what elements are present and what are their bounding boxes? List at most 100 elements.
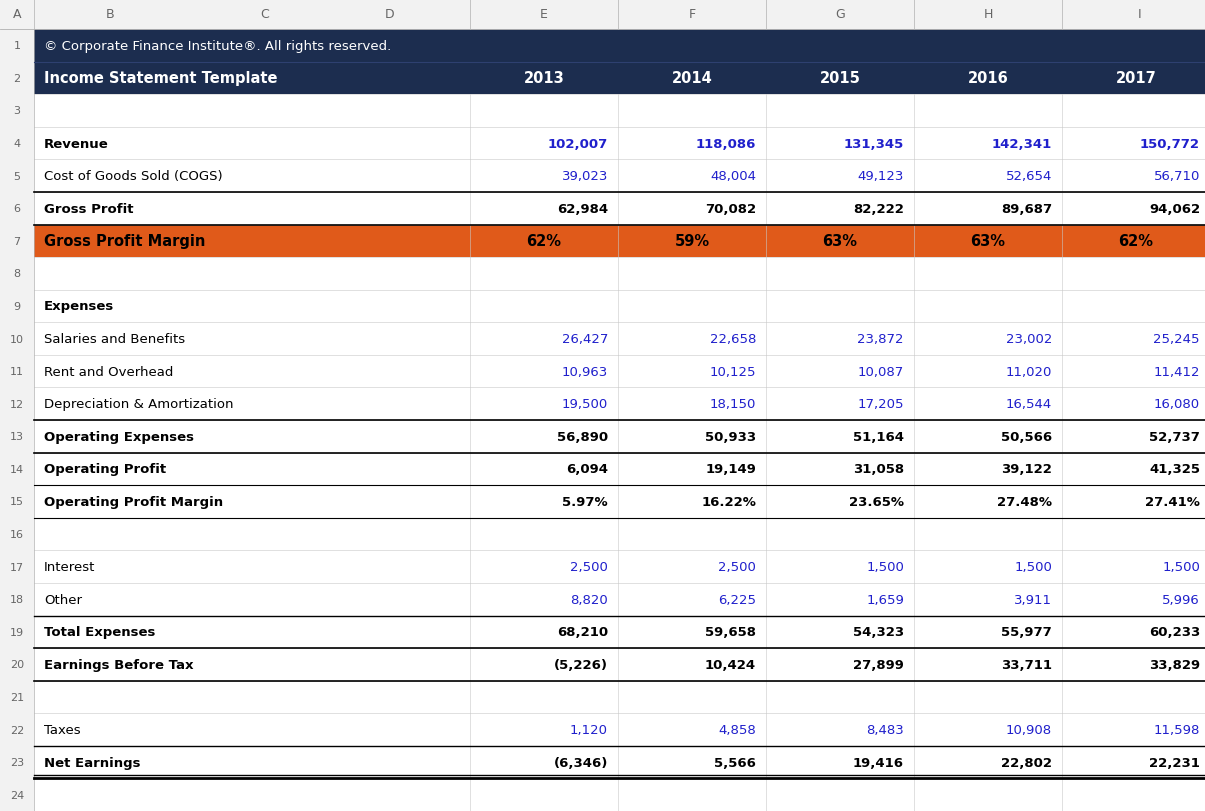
Bar — [34, 453, 1205, 486]
Text: 10,963: 10,963 — [562, 365, 609, 378]
Text: 23,002: 23,002 — [1006, 333, 1052, 345]
Text: 16.22%: 16.22% — [701, 496, 756, 508]
Text: 2: 2 — [13, 74, 20, 84]
Bar — [34, 420, 1205, 453]
Text: 10: 10 — [10, 334, 24, 344]
Text: 63%: 63% — [823, 234, 858, 249]
Text: 2016: 2016 — [968, 71, 1009, 86]
Bar — [0, 453, 34, 486]
Text: 150,772: 150,772 — [1140, 137, 1200, 150]
Bar — [0, 518, 34, 551]
Text: 9: 9 — [13, 302, 20, 311]
Bar — [34, 225, 1205, 258]
Bar — [34, 616, 1205, 648]
Bar — [34, 258, 1205, 290]
Text: Gross Profit Margin: Gross Profit Margin — [45, 234, 205, 249]
Text: 1,500: 1,500 — [866, 560, 904, 573]
Bar — [34, 127, 1205, 160]
Text: 23.65%: 23.65% — [850, 496, 904, 508]
Bar — [0, 95, 34, 127]
Text: Rent and Overhead: Rent and Overhead — [45, 365, 174, 378]
Bar — [34, 355, 1205, 388]
Text: 11,598: 11,598 — [1153, 723, 1200, 736]
Text: F: F — [688, 8, 695, 21]
Text: 10,125: 10,125 — [710, 365, 756, 378]
Bar — [34, 388, 1205, 420]
Bar — [34, 30, 1205, 62]
Bar — [34, 648, 1205, 680]
Bar — [34, 290, 1205, 323]
Text: 94,062: 94,062 — [1148, 203, 1200, 216]
Text: 17: 17 — [10, 562, 24, 572]
Bar — [0, 551, 34, 583]
Text: 11,020: 11,020 — [1006, 365, 1052, 378]
Text: 3: 3 — [13, 106, 20, 116]
Bar — [0, 420, 34, 453]
Text: 62,984: 62,984 — [557, 203, 609, 216]
Text: 131,345: 131,345 — [844, 137, 904, 150]
Bar — [0, 62, 34, 95]
Text: 5: 5 — [13, 171, 20, 182]
Bar — [0, 486, 34, 518]
Text: Salaries and Benefits: Salaries and Benefits — [45, 333, 186, 345]
Text: Expenses: Expenses — [45, 300, 114, 313]
Text: 6,225: 6,225 — [718, 593, 756, 606]
Text: 18: 18 — [10, 594, 24, 604]
Text: 6: 6 — [13, 204, 20, 214]
Text: 22,658: 22,658 — [710, 333, 756, 345]
Bar — [34, 323, 1205, 355]
Bar — [34, 95, 1205, 127]
Bar — [0, 193, 34, 225]
Text: 62%: 62% — [527, 234, 562, 249]
Text: 2013: 2013 — [524, 71, 564, 86]
Text: 12: 12 — [10, 399, 24, 410]
Bar — [0, 388, 34, 420]
Text: 2,500: 2,500 — [718, 560, 756, 573]
Bar — [0, 160, 34, 193]
Text: 68,210: 68,210 — [557, 625, 609, 638]
Text: 17,205: 17,205 — [858, 397, 904, 410]
Bar — [0, 258, 34, 290]
Text: Operating Profit: Operating Profit — [45, 463, 166, 476]
Text: 16,544: 16,544 — [1006, 397, 1052, 410]
Text: 56,890: 56,890 — [557, 431, 609, 444]
Text: Taxes: Taxes — [45, 723, 81, 736]
Bar — [0, 355, 34, 388]
Text: Operating Profit Margin: Operating Profit Margin — [45, 496, 223, 508]
Text: © Corporate Finance Institute®. All rights reserved.: © Corporate Finance Institute®. All righ… — [45, 40, 392, 53]
Text: 27,899: 27,899 — [853, 658, 904, 671]
Text: 52,737: 52,737 — [1150, 431, 1200, 444]
Bar — [0, 0, 1205, 30]
Text: 22,802: 22,802 — [1001, 756, 1052, 769]
Text: Other: Other — [45, 593, 82, 606]
Text: 6,094: 6,094 — [566, 463, 609, 476]
Text: 89,687: 89,687 — [1001, 203, 1052, 216]
Text: 39,122: 39,122 — [1001, 463, 1052, 476]
Bar — [34, 160, 1205, 193]
Bar — [0, 746, 34, 779]
Text: 22: 22 — [10, 725, 24, 735]
Bar — [34, 62, 1205, 95]
Text: 3,911: 3,911 — [1013, 593, 1052, 606]
Text: H: H — [983, 8, 993, 21]
Text: 7: 7 — [13, 237, 20, 247]
Text: Cost of Goods Sold (COGS): Cost of Goods Sold (COGS) — [45, 170, 223, 183]
Text: 23,872: 23,872 — [858, 333, 904, 345]
Text: 15: 15 — [10, 497, 24, 507]
Text: Income Statement Template: Income Statement Template — [45, 71, 277, 86]
Text: 118,086: 118,086 — [695, 137, 756, 150]
Text: 4,858: 4,858 — [718, 723, 756, 736]
Text: 27.41%: 27.41% — [1145, 496, 1200, 508]
Text: 50,566: 50,566 — [1001, 431, 1052, 444]
Bar — [0, 714, 34, 746]
Bar — [34, 583, 1205, 616]
Text: 1,120: 1,120 — [570, 723, 609, 736]
Text: (6,346): (6,346) — [553, 756, 609, 769]
Text: 2017: 2017 — [1116, 71, 1157, 86]
Text: 59%: 59% — [675, 234, 710, 249]
Text: 22,231: 22,231 — [1150, 756, 1200, 769]
Text: 14: 14 — [10, 465, 24, 474]
Text: 56,710: 56,710 — [1153, 170, 1200, 183]
Text: 10,908: 10,908 — [1006, 723, 1052, 736]
Bar — [0, 583, 34, 616]
